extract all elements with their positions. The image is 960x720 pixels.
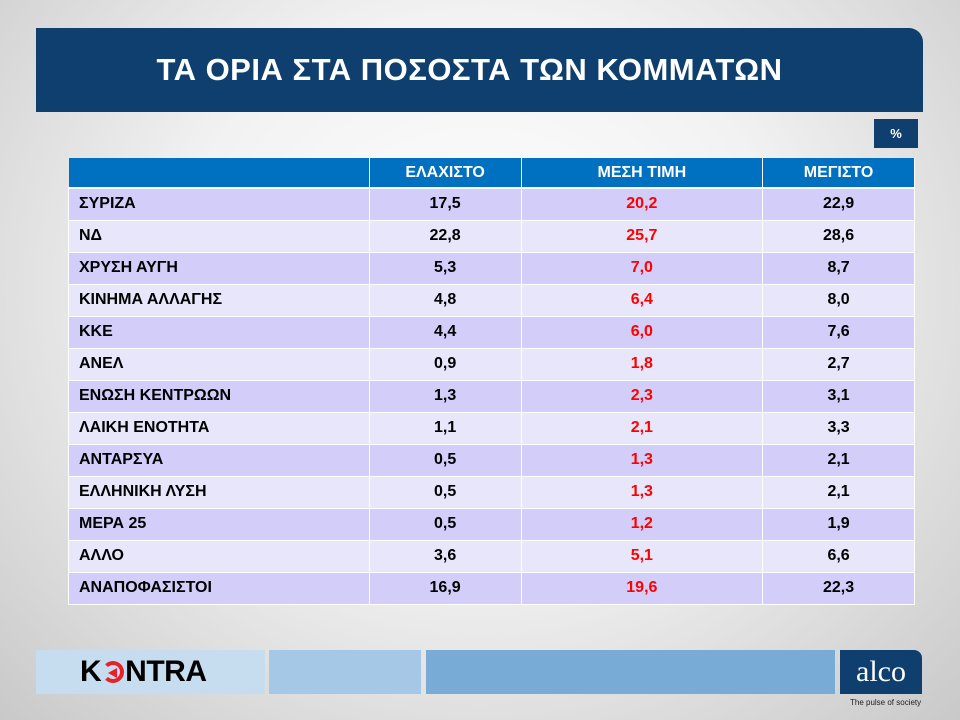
min-value: 0,5 xyxy=(368,507,522,541)
unit-badge: % xyxy=(874,119,918,148)
column-header: ΜΕΓΙΣΤΟ xyxy=(762,158,915,189)
title-banner: ΤΑ ΟΡΙΑ ΣΤΑ ΠΟΣΟΣΤΑ ΤΩΝ ΚΟΜΜΑΤΩΝ xyxy=(36,28,923,112)
column-header: ΜΕΣΗ ΤΙΜΗ xyxy=(521,158,764,189)
page-title: ΤΑ ΟΡΙΑ ΣΤΑ ΠΟΣΟΣΤΑ ΤΩΝ ΚΟΜΜΑΤΩΝ xyxy=(156,52,783,87)
max-value: 2,1 xyxy=(762,475,915,509)
party-name: ΚΙΝΗΜΑ ΑΛΛΑΓΗΣ xyxy=(68,283,370,317)
min-value: 3,6 xyxy=(368,539,522,573)
min-value: 4,8 xyxy=(368,283,522,317)
party-name: ΛΑΙΚΗ ΕΝΟΤΗΤΑ xyxy=(68,411,370,445)
min-value: 5,3 xyxy=(368,251,522,285)
footer-bar xyxy=(426,650,835,694)
min-value: 0,9 xyxy=(368,347,522,381)
table-row: ΣΥΡΙΖΑ 17,5 20,2 22,9 xyxy=(68,187,915,221)
mean-value: 2,3 xyxy=(520,379,764,413)
table-row: ΜΕΡΑ 25 0,5 1,2 1,9 xyxy=(68,507,915,541)
party-name: ΑΛΛΟ xyxy=(68,539,370,573)
column-header: ΕΛΑΧΙΣΤΟ xyxy=(369,158,522,189)
mean-value: 20,2 xyxy=(520,187,764,221)
mean-value: 5,1 xyxy=(520,539,764,573)
table-row: ΚΙΝΗΜΑ ΑΛΛΑΓΗΣ 4,8 6,4 8,0 xyxy=(68,283,915,317)
party-name: ΑΝΤΑΡΣΥΑ xyxy=(68,443,370,477)
min-value: 0,5 xyxy=(368,475,522,509)
party-name: ΑΝΑΠΟΦΑΣΙΣΤΟΙ xyxy=(68,571,370,605)
max-value: 22,3 xyxy=(762,571,915,605)
mean-value: 2,1 xyxy=(520,411,764,445)
min-value: 16,9 xyxy=(368,571,522,605)
alco-logo: alco xyxy=(840,650,922,694)
footer-bar xyxy=(269,650,421,694)
column-header xyxy=(68,158,370,189)
max-value: 2,7 xyxy=(762,347,915,381)
party-name: ΚΚΕ xyxy=(68,315,370,349)
mean-value: 1,2 xyxy=(520,507,764,541)
party-name: ΕΛΛΗΝΙΚΗ ΛΥΣΗ xyxy=(68,475,370,509)
max-value: 2,1 xyxy=(762,443,915,477)
max-value: 6,6 xyxy=(762,539,915,573)
kontra-logo-text: NTRA xyxy=(125,655,207,688)
table-row: ΚΚΕ 4,4 6,0 7,6 xyxy=(68,315,915,349)
max-value: 8,0 xyxy=(762,283,915,317)
min-value: 1,1 xyxy=(368,411,522,445)
mean-value: 1,8 xyxy=(520,347,764,381)
party-name: ΕΝΩΣΗ ΚΕΝΤΡΩΩΝ xyxy=(68,379,370,413)
table-header-row: ΕΛΑΧΙΣΤΟ ΜΕΣΗ ΤΙΜΗ ΜΕΓΙΣΤΟ xyxy=(68,158,915,189)
table-row: ΛΑΙΚΗ ΕΝΟΤΗΤΑ 1,1 2,1 3,3 xyxy=(68,411,915,445)
min-value: 4,4 xyxy=(368,315,522,349)
mean-value: 1,3 xyxy=(520,443,764,477)
min-value: 0,5 xyxy=(368,443,522,477)
max-value: 1,9 xyxy=(762,507,915,541)
mean-value: 6,4 xyxy=(520,283,764,317)
party-name: ΣΥΡΙΖΑ xyxy=(68,187,370,221)
max-value: 3,3 xyxy=(762,411,915,445)
play-icon xyxy=(102,661,125,683)
max-value: 22,9 xyxy=(762,187,915,221)
table-row: ΑΝΤΑΡΣΥΑ 0,5 1,3 2,1 xyxy=(68,443,915,477)
kontra-logo-text: K xyxy=(80,655,102,688)
table-row: ΑΝΑΠΟΦΑΣΙΣΤΟΙ 16,9 19,6 22,3 xyxy=(68,571,915,605)
max-value: 7,6 xyxy=(762,315,915,349)
party-name: ΑΝΕΛ xyxy=(68,347,370,381)
max-value: 8,7 xyxy=(762,251,915,285)
min-value: 17,5 xyxy=(368,187,522,221)
kontra-logo: K NTRA xyxy=(36,650,265,694)
alco-tagline: The pulse of society xyxy=(850,698,922,707)
table-row: ΑΝΕΛ 0,9 1,8 2,7 xyxy=(68,347,915,381)
max-value: 28,6 xyxy=(762,219,915,253)
mean-value: 7,0 xyxy=(520,251,764,285)
table-row: ΧΡΥΣΗ ΑΥΓΗ 5,3 7,0 8,7 xyxy=(68,251,915,285)
party-name: ΧΡΥΣΗ ΑΥΓΗ xyxy=(68,251,370,285)
min-value: 22,8 xyxy=(368,219,522,253)
max-value: 3,1 xyxy=(762,379,915,413)
mean-value: 6,0 xyxy=(520,315,764,349)
min-value: 1,3 xyxy=(368,379,522,413)
table-row: ΑΛΛΟ 3,6 5,1 6,6 xyxy=(68,539,915,573)
results-table: ΕΛΑΧΙΣΤΟ ΜΕΣΗ ΤΙΜΗ ΜΕΓΙΣΤΟ ΣΥΡΙΖΑ 17,5 20,… xyxy=(68,158,915,605)
table-row: ΝΔ 22,8 25,7 28,6 xyxy=(68,219,915,253)
mean-value: 19,6 xyxy=(520,571,764,605)
party-name: ΜΕΡΑ 25 xyxy=(68,507,370,541)
mean-value: 1,3 xyxy=(520,475,764,509)
table-row: ΕΝΩΣΗ ΚΕΝΤΡΩΩΝ 1,3 2,3 3,1 xyxy=(68,379,915,413)
mean-value: 25,7 xyxy=(520,219,764,253)
party-name: ΝΔ xyxy=(68,219,370,253)
table-row: ΕΛΛΗΝΙΚΗ ΛΥΣΗ 0,5 1,3 2,1 xyxy=(68,475,915,509)
